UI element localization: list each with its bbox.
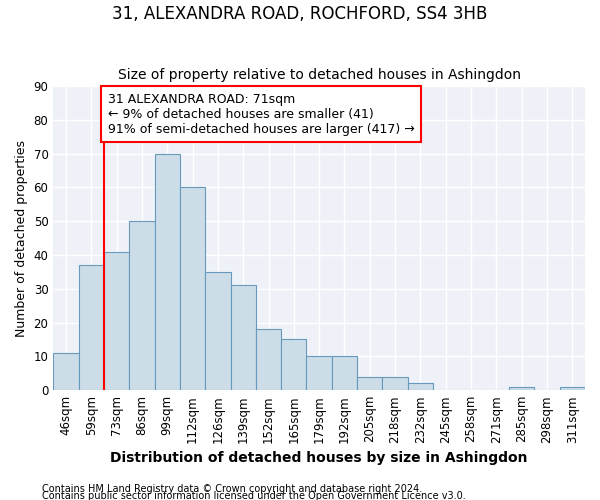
Y-axis label: Number of detached properties: Number of detached properties: [15, 140, 28, 336]
Bar: [307, 356, 332, 390]
Bar: [332, 356, 357, 390]
Text: 31, ALEXANDRA ROAD, ROCHFORD, SS4 3HB: 31, ALEXANDRA ROAD, ROCHFORD, SS4 3HB: [112, 5, 488, 23]
Bar: [281, 340, 307, 390]
Bar: [256, 330, 281, 390]
Bar: [53, 353, 79, 390]
Title: Size of property relative to detached houses in Ashingdon: Size of property relative to detached ho…: [118, 68, 521, 82]
X-axis label: Distribution of detached houses by size in Ashingdon: Distribution of detached houses by size …: [110, 451, 528, 465]
Bar: [382, 376, 408, 390]
Bar: [129, 221, 155, 390]
Bar: [357, 376, 382, 390]
Text: 31 ALEXANDRA ROAD: 71sqm
← 9% of detached houses are smaller (41)
91% of semi-de: 31 ALEXANDRA ROAD: 71sqm ← 9% of detache…: [108, 92, 415, 136]
Bar: [230, 286, 256, 390]
Bar: [155, 154, 180, 390]
Bar: [560, 387, 585, 390]
Bar: [79, 265, 104, 390]
Bar: [205, 272, 230, 390]
Bar: [180, 188, 205, 390]
Text: Contains public sector information licensed under the Open Government Licence v3: Contains public sector information licen…: [42, 491, 466, 500]
Bar: [509, 387, 535, 390]
Bar: [408, 384, 433, 390]
Text: Contains HM Land Registry data © Crown copyright and database right 2024.: Contains HM Land Registry data © Crown c…: [42, 484, 422, 494]
Bar: [104, 252, 129, 390]
